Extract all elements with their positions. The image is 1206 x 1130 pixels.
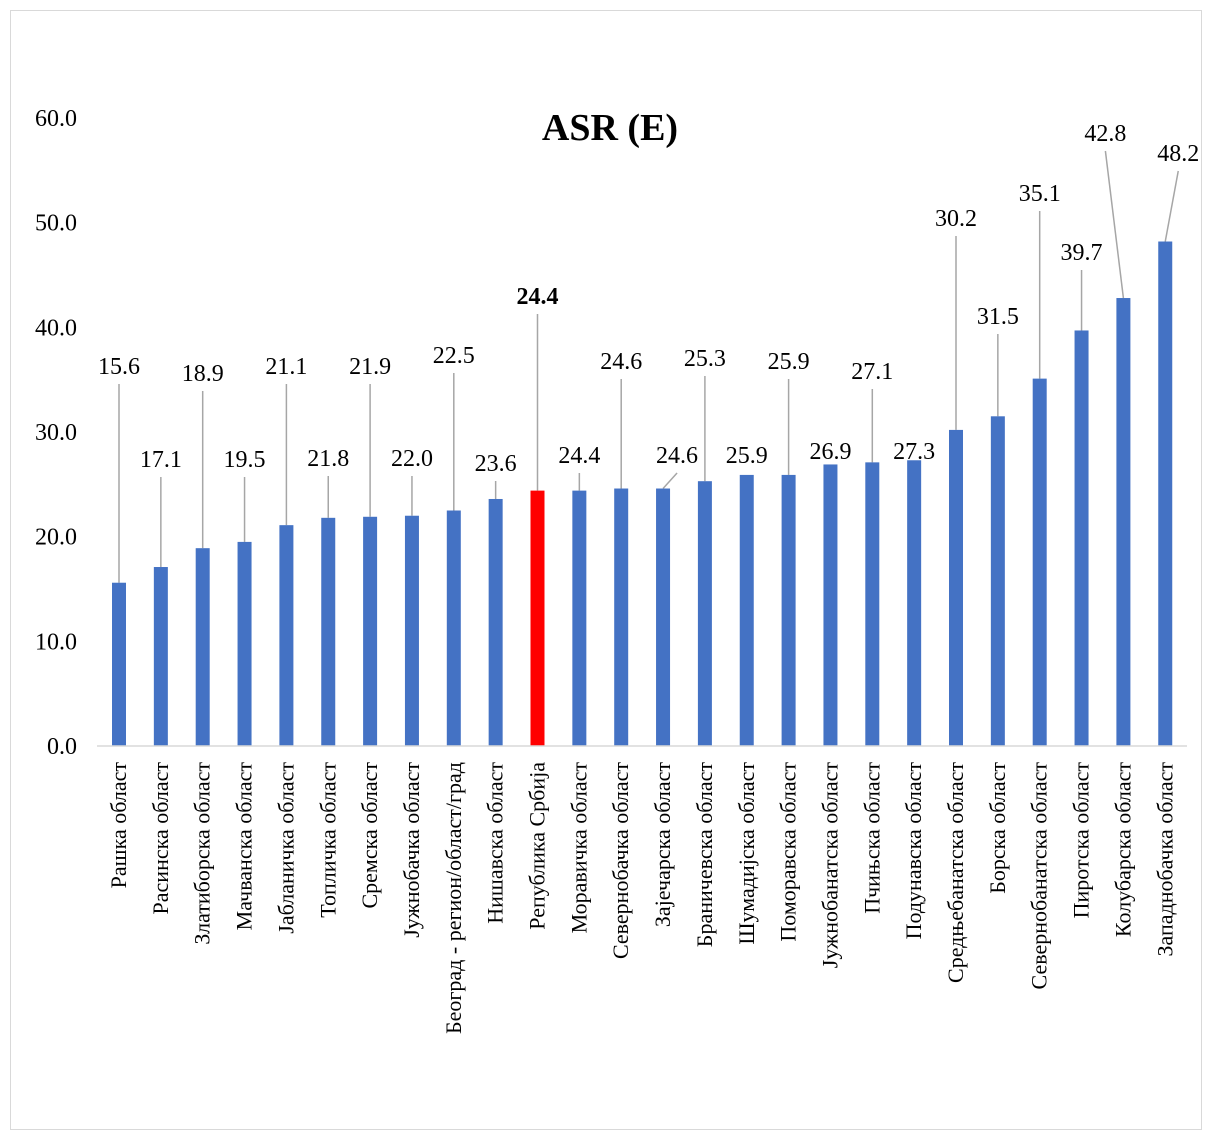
- category-label: Пчињска област: [859, 762, 884, 914]
- leader-line: [1164, 170, 1179, 242]
- data-label: 27.1: [851, 359, 893, 385]
- category-label: Зајечарска област: [650, 762, 675, 927]
- category-label: Јабланичка област: [273, 762, 298, 934]
- y-tick-label: 10.0: [35, 629, 77, 655]
- bar: [614, 488, 629, 746]
- y-tick-label: 40.0: [35, 315, 77, 341]
- bar: [488, 498, 503, 746]
- y-tick-label: 30.0: [35, 420, 77, 446]
- bar: [446, 510, 461, 746]
- leader-line: [662, 472, 678, 490]
- category-label: Златиборска област: [190, 762, 215, 945]
- bar: [990, 416, 1005, 746]
- data-label: 24.6: [600, 349, 642, 375]
- bar: [949, 429, 963, 746]
- category-label: Расинска област: [148, 762, 173, 915]
- data-label: 21.8: [307, 446, 349, 472]
- bars: [112, 241, 1173, 747]
- category-label: Борска област: [985, 762, 1010, 894]
- bar-highlight: [530, 490, 545, 746]
- bar: [1032, 378, 1047, 746]
- category-label: Западнобачка област: [1152, 762, 1177, 957]
- y-tick-label: 50.0: [35, 211, 77, 237]
- bar: [363, 516, 378, 746]
- data-label: 24.4: [558, 443, 600, 469]
- data-labels: 15.6 17.1 18.9 19.5 21.1 21.8 21.9 22.0 22.5 23.6…: [98, 121, 1199, 477]
- bar: [865, 462, 880, 746]
- bar: [321, 517, 336, 746]
- data-label: 25.3: [684, 346, 726, 372]
- data-label: 24.6: [656, 443, 698, 469]
- category-label: Севернобачка област: [608, 762, 633, 959]
- category-label: Мачванска област: [232, 762, 257, 931]
- data-label: 27.3: [893, 439, 935, 465]
- category-label: Подунавска област: [901, 762, 926, 940]
- bar: [195, 548, 210, 746]
- bar: [237, 541, 252, 746]
- bar: [656, 488, 671, 746]
- data-label: 22.0: [391, 446, 433, 472]
- bar: [1116, 298, 1131, 746]
- data-label: 35.1: [1019, 181, 1061, 207]
- data-label: 31.5: [977, 304, 1019, 330]
- bar: [739, 474, 754, 746]
- data-label: 23.6: [475, 451, 517, 477]
- y-axis: 0.0 10.0 20.0 30.0 40.0 50.0 60.0: [35, 106, 77, 760]
- bar: [781, 474, 796, 746]
- leader-lines: [118, 150, 1179, 583]
- category-labels: Рашка област Расинска област Златиборска о…: [106, 762, 1177, 1034]
- chart-title: ASR (E): [542, 107, 678, 149]
- data-label: 26.9: [809, 439, 851, 465]
- data-label: 30.2: [935, 206, 977, 232]
- category-label: Средњебанатска област: [943, 762, 968, 983]
- category-label: Нишавска област: [483, 762, 508, 924]
- category-label: Рашка област: [106, 762, 131, 889]
- bar: [823, 464, 838, 746]
- category-label: Топличка област: [315, 762, 340, 918]
- data-label: 21.9: [349, 354, 391, 380]
- data-label: 24.4: [517, 284, 559, 310]
- data-label: 48.2: [1157, 141, 1199, 167]
- category-label: Колубарска област: [1110, 762, 1135, 937]
- category-label: Сремска област: [357, 762, 382, 909]
- category-label: Јужнобачка област: [399, 762, 424, 938]
- y-tick-label: 0.0: [47, 734, 77, 760]
- category-label: Поморавска област: [776, 762, 801, 942]
- category-label: Београд - регион/област/град: [441, 762, 466, 1034]
- data-label: 19.5: [224, 447, 266, 473]
- y-tick-label: 20.0: [35, 525, 77, 551]
- data-label: 42.8: [1084, 121, 1126, 147]
- bar: [153, 567, 168, 746]
- y-tick-label: 60.0: [35, 106, 77, 132]
- data-label: 39.7: [1061, 240, 1103, 266]
- data-label: 18.9: [182, 361, 224, 387]
- category-label: Севернобанатска област: [1027, 762, 1052, 990]
- category-label: Република Србија: [525, 762, 550, 930]
- data-label: 25.9: [768, 349, 810, 375]
- bar: [404, 515, 419, 746]
- category-label: Браничевска област: [692, 762, 717, 948]
- leader-line: [1104, 150, 1125, 299]
- bar: [112, 582, 126, 746]
- data-label: 17.1: [140, 447, 182, 473]
- bar: [1158, 241, 1173, 747]
- category-label: Шумадијска област: [734, 762, 759, 945]
- category-label: Моравичка област: [566, 762, 591, 934]
- bar: [279, 525, 294, 746]
- bar: [1074, 330, 1089, 746]
- bar: [697, 481, 712, 746]
- bar: [907, 460, 922, 746]
- data-label: 25.9: [726, 443, 768, 469]
- data-label: 21.1: [265, 354, 307, 380]
- category-label: Пиротска област: [1069, 762, 1094, 919]
- data-label: 22.5: [433, 343, 475, 369]
- bar: [572, 490, 587, 746]
- data-label: 15.6: [98, 354, 140, 380]
- category-label: Јужнобанатска област: [817, 762, 842, 969]
